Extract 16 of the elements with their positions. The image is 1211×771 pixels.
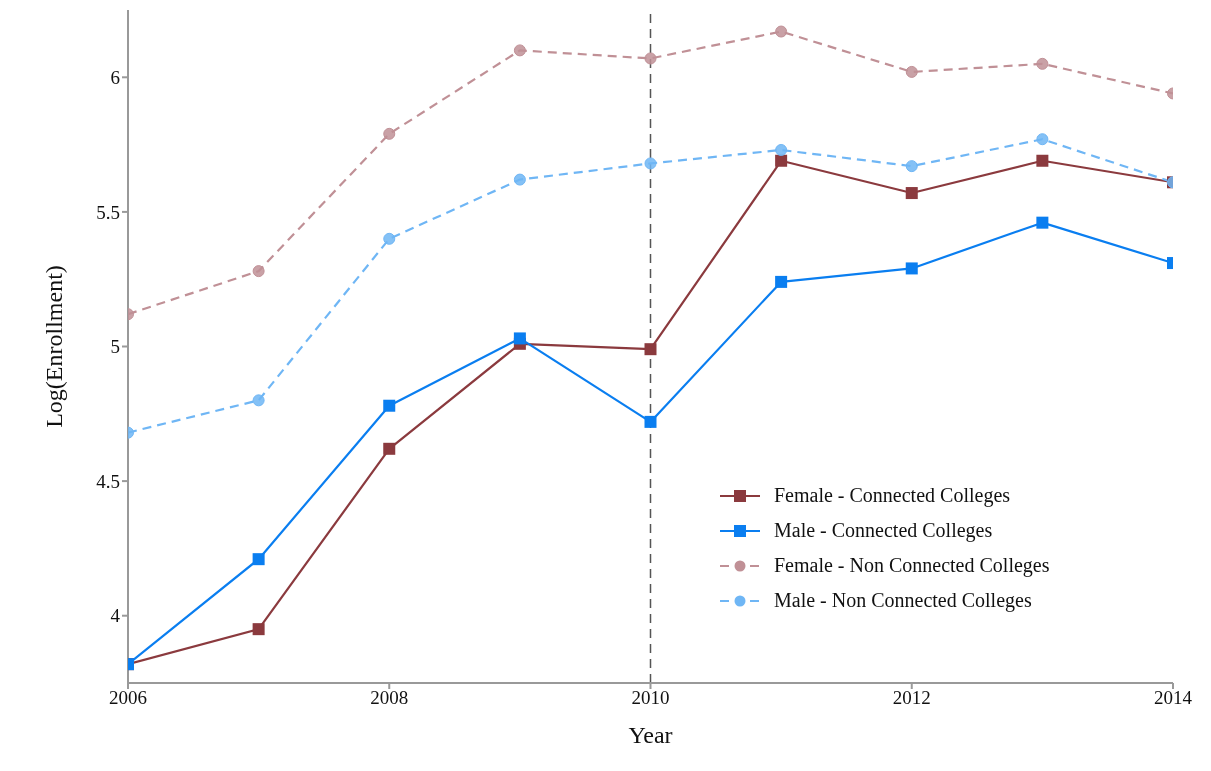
x-tick-label: 2014 — [1154, 687, 1193, 709]
x-tick-label: 2008 — [370, 687, 409, 709]
x-tick-label: 2010 — [631, 687, 670, 709]
y-tick-label: 5 — [110, 336, 120, 358]
y-tick-label: 6 — [110, 67, 120, 89]
x-tick-label: 2012 — [892, 687, 931, 709]
x-axis-title: Year — [628, 722, 673, 748]
y-tick-label: 4.5 — [96, 470, 120, 492]
legend-label: Male - Connected Colleges — [774, 519, 993, 542]
legend-label: Female - Connected Colleges — [774, 484, 1011, 507]
x-tick-label: 2006 — [109, 687, 147, 709]
y-tick-label: 5.5 — [96, 201, 120, 223]
legend-label: Male - Non Connected Colleges — [774, 589, 1032, 612]
y-axis-title: Log(Enrollment) — [40, 265, 67, 428]
y-tick-label: 4 — [110, 605, 121, 627]
legend-label: Female - Non Connected Colleges — [774, 554, 1050, 577]
